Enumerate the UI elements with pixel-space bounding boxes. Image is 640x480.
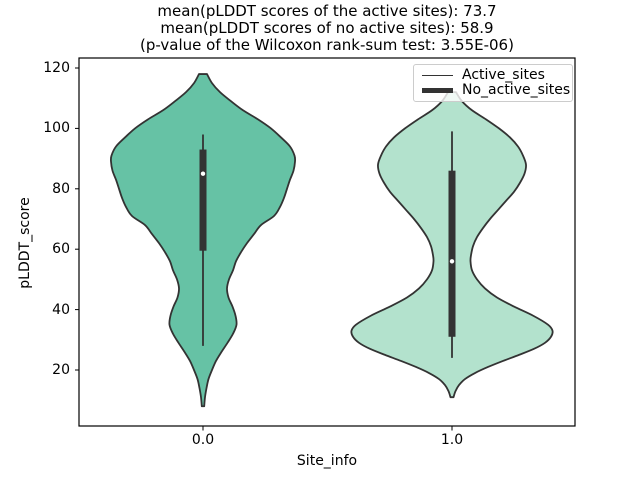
- y-tick-label-40: 40: [52, 301, 70, 318]
- legend-row-active-sites: Active_sites: [422, 68, 564, 83]
- title-line-p-value: (p-value of the Wilcoxon rank-sum test: …: [140, 36, 514, 54]
- thin-line-swatch-icon: [422, 75, 453, 76]
- x-tick-label-1.0: 1.0: [440, 432, 464, 448]
- median-dot-active-sites: [200, 171, 206, 176]
- y-tick-label-20: 20: [52, 362, 70, 378]
- y-tick-label-120: 120: [43, 60, 70, 76]
- boxplot-box-no-active-sites: [448, 170, 456, 337]
- x-tick-label-0.0: 0.0: [191, 432, 215, 448]
- y-tick-label-60: 60: [52, 241, 70, 258]
- title-line-mean-active: mean(pLDDT scores of the active sites): …: [157, 2, 497, 20]
- legend-label-active-sites: Active_sites: [462, 67, 545, 83]
- title-line-mean-no-active: mean(pLDDT scores of no active sites): 5…: [160, 19, 494, 37]
- axes-frame: [78, 57, 576, 427]
- thick-line-swatch-icon: [422, 88, 453, 93]
- y-tick-label-80: 80: [52, 180, 70, 197]
- y-axis-label: pLDDT_score: [17, 197, 33, 289]
- figure-title: mean(pLDDT scores of the active sites): …: [79, 3, 575, 54]
- boxplot-box-active-sites: [199, 149, 207, 251]
- legend-label-no-active-sites: No_active_sites: [462, 82, 571, 98]
- y-tick-label-100: 100: [43, 120, 70, 137]
- x-axis-label: Site_info: [296, 453, 358, 469]
- median-dot-no-active-sites: [449, 259, 455, 264]
- legend: Active_sites No_active_sites: [413, 64, 573, 102]
- legend-row-no-active-sites: No_active_sites: [422, 83, 570, 98]
